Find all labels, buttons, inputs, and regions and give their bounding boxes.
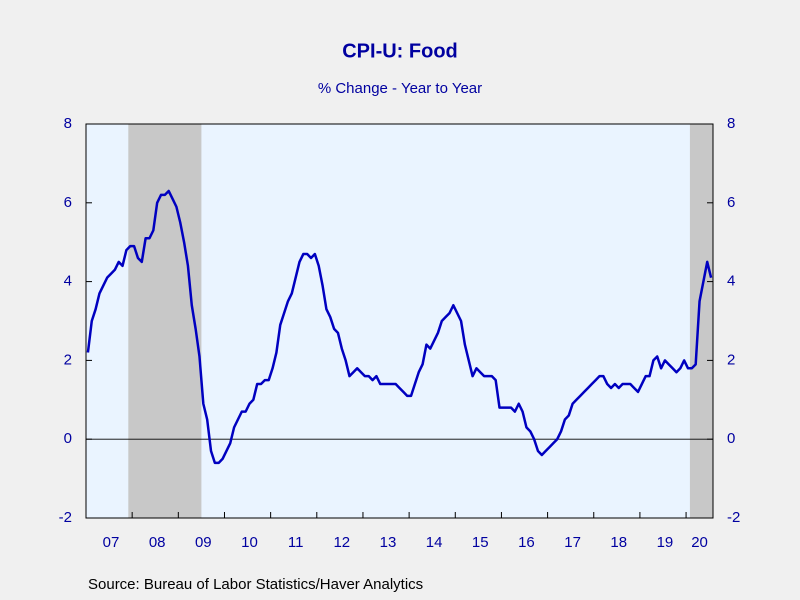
x-tick-label: 09 — [195, 534, 212, 551]
x-tick-label: 14 — [426, 534, 443, 551]
y2-tick-label: 4 — [727, 273, 735, 290]
y2-tick-label: 0 — [727, 430, 735, 447]
y2-tick-label: -2 — [727, 509, 740, 526]
y-tick-label: 8 — [64, 115, 72, 132]
y-tick-label: 4 — [64, 273, 72, 290]
x-tick-label: 18 — [610, 534, 627, 551]
recession-shade — [128, 124, 202, 518]
series-line — [86, 189, 713, 465]
x-tick-label: 17 — [564, 534, 581, 551]
x-tick-label: 20 — [691, 534, 708, 551]
y2-tick-label: 8 — [727, 115, 735, 132]
y-tick-label: 6 — [64, 194, 72, 211]
chart-title: CPI-U: Food — [342, 40, 458, 62]
x-tick-label: 15 — [472, 534, 489, 551]
x-tick-label: 13 — [380, 534, 397, 551]
x-tick-label: 11 — [288, 534, 304, 551]
x-tick-label: 19 — [657, 534, 674, 551]
x-tick-label: 16 — [518, 534, 535, 551]
plot-border — [85, 123, 714, 519]
chart-subtitle: % Change - Year to Year — [318, 80, 482, 97]
x-tick-label: 07 — [103, 534, 120, 551]
y2-tick-label: 6 — [727, 194, 735, 211]
recession-shade — [689, 124, 713, 518]
y-tick-label: 2 — [64, 351, 72, 368]
y-tick-label: -2 — [59, 509, 72, 526]
source: Source: Bureau of Labor Statistics/Haver… — [88, 576, 423, 593]
x-tick-label: 08 — [149, 534, 166, 551]
y2-tick-label: 2 — [727, 351, 735, 368]
x-tick-label: 12 — [333, 534, 350, 551]
y-tick-label: 0 — [64, 430, 72, 447]
x-tick-label: 10 — [241, 534, 258, 551]
